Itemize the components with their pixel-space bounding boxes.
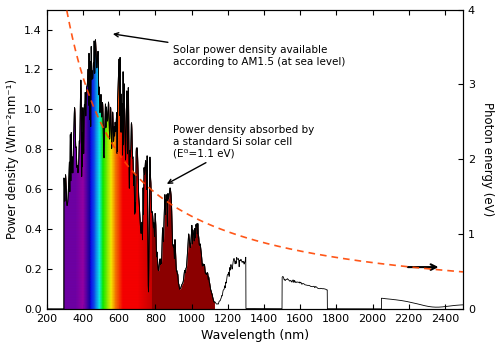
Text: Solar power density available
according to AM1.5 (at sea level): Solar power density available according … — [114, 33, 346, 67]
Y-axis label: Photon energy (eV): Photon energy (eV) — [482, 102, 494, 216]
X-axis label: Wavelength (nm): Wavelength (nm) — [201, 330, 309, 342]
Text: Power density absorbed by
a standard Si solar cell
(Eᴳ=1.1 eV): Power density absorbed by a standard Si … — [168, 125, 314, 183]
Y-axis label: Power density (Wm⁻²nm⁻¹): Power density (Wm⁻²nm⁻¹) — [6, 79, 18, 239]
